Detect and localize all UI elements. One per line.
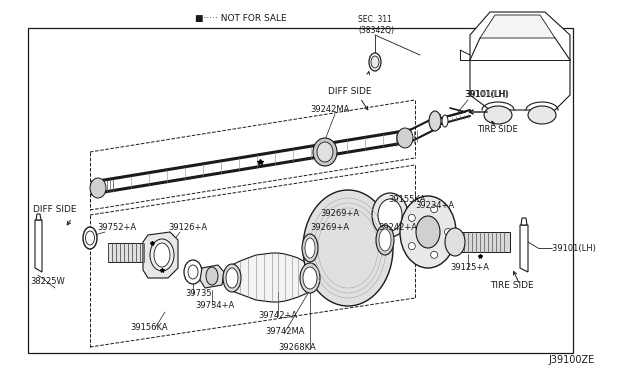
Text: -39101(LH): -39101(LH) — [550, 244, 597, 253]
Ellipse shape — [429, 111, 441, 131]
Ellipse shape — [416, 216, 440, 248]
Ellipse shape — [188, 265, 198, 279]
Ellipse shape — [305, 238, 315, 258]
Ellipse shape — [90, 178, 106, 198]
Ellipse shape — [369, 53, 381, 71]
Polygon shape — [520, 225, 528, 272]
Text: 39742MA: 39742MA — [265, 327, 305, 337]
Ellipse shape — [378, 199, 402, 231]
Ellipse shape — [303, 190, 393, 306]
Text: ■····· NOT FOR SALE: ■····· NOT FOR SALE — [195, 13, 287, 22]
Text: 39101(LH): 39101(LH) — [465, 90, 509, 99]
Text: TIRE SIDE: TIRE SIDE — [490, 280, 534, 289]
Text: DIFF SIDE: DIFF SIDE — [33, 205, 77, 215]
Ellipse shape — [313, 138, 337, 166]
Text: 39269+A: 39269+A — [320, 208, 359, 218]
Text: 39752+A: 39752+A — [97, 224, 136, 232]
Ellipse shape — [408, 243, 415, 250]
Polygon shape — [470, 12, 570, 110]
Ellipse shape — [303, 267, 317, 289]
Ellipse shape — [371, 56, 379, 68]
Text: 39242MA: 39242MA — [310, 106, 349, 115]
Ellipse shape — [372, 193, 408, 237]
Ellipse shape — [223, 264, 241, 292]
Text: 39125+A: 39125+A — [450, 263, 489, 273]
Ellipse shape — [86, 231, 95, 245]
Ellipse shape — [445, 228, 451, 235]
Ellipse shape — [431, 206, 438, 213]
Bar — [28, 28, 573, 353]
Ellipse shape — [317, 142, 333, 162]
Text: 39734+A: 39734+A — [195, 301, 234, 310]
Text: 39234+A: 39234+A — [415, 201, 454, 209]
Ellipse shape — [379, 229, 391, 251]
Ellipse shape — [431, 251, 438, 258]
Text: J39100ZE: J39100ZE — [548, 355, 595, 365]
Polygon shape — [36, 214, 41, 220]
Ellipse shape — [445, 228, 465, 256]
Ellipse shape — [300, 263, 320, 293]
Ellipse shape — [206, 267, 218, 285]
Ellipse shape — [154, 243, 170, 267]
Text: 39268KA: 39268KA — [278, 343, 316, 353]
Polygon shape — [35, 220, 42, 272]
Text: (38342Q): (38342Q) — [358, 26, 394, 35]
Text: 39242+A: 39242+A — [378, 224, 417, 232]
Ellipse shape — [528, 106, 556, 124]
Text: SEC. 311: SEC. 311 — [358, 16, 392, 25]
Ellipse shape — [400, 196, 456, 268]
Ellipse shape — [83, 227, 97, 249]
Text: TIRE SIDE: TIRE SIDE — [477, 125, 518, 135]
Text: 39101(LH): 39101(LH) — [464, 90, 508, 99]
Text: 38225W: 38225W — [30, 278, 65, 286]
Text: 39156KA: 39156KA — [130, 324, 168, 333]
Ellipse shape — [484, 106, 512, 124]
Ellipse shape — [408, 214, 415, 221]
Ellipse shape — [376, 225, 394, 255]
Polygon shape — [521, 218, 527, 225]
Text: 39155KA: 39155KA — [388, 196, 426, 205]
Polygon shape — [480, 15, 555, 38]
Ellipse shape — [150, 239, 174, 271]
Ellipse shape — [397, 128, 413, 148]
Polygon shape — [452, 232, 510, 252]
Polygon shape — [143, 232, 178, 278]
Ellipse shape — [184, 260, 202, 284]
Polygon shape — [108, 243, 148, 262]
Text: 39735: 39735 — [185, 289, 212, 298]
Text: 39742+A: 39742+A — [258, 311, 297, 320]
Text: 39269+A: 39269+A — [310, 224, 349, 232]
Ellipse shape — [442, 115, 448, 127]
Polygon shape — [200, 265, 224, 288]
Text: 39126+A: 39126+A — [168, 224, 207, 232]
Ellipse shape — [226, 268, 238, 288]
Ellipse shape — [302, 234, 318, 262]
Text: DIFF SIDE: DIFF SIDE — [328, 87, 371, 96]
